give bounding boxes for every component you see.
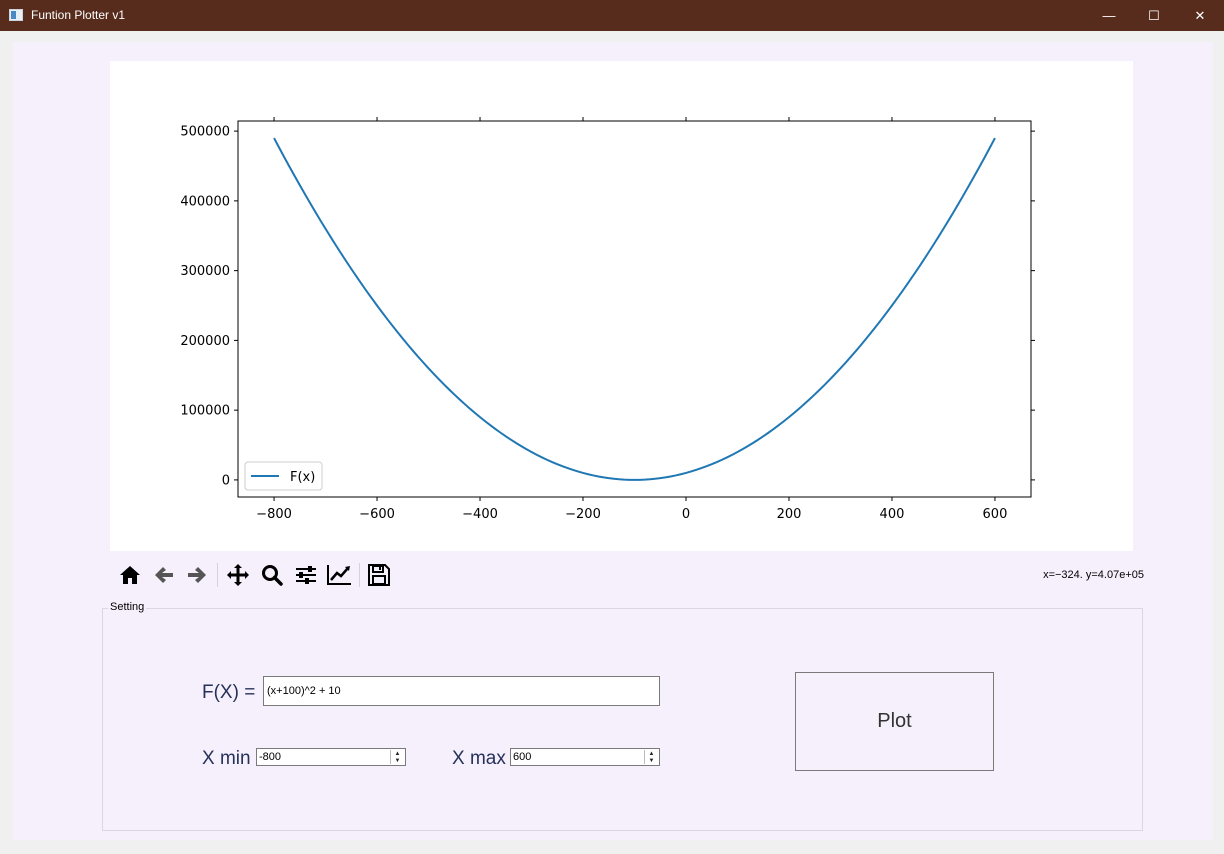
xmax-spinbox[interactable]: 600 ▲ ▼ xyxy=(510,748,660,766)
configure-subplots-icon[interactable] xyxy=(291,560,321,590)
chevron-up-icon[interactable]: ▲ xyxy=(648,750,655,757)
xmin-label: X min xyxy=(202,748,251,769)
pan-icon[interactable] xyxy=(223,560,253,590)
maximize-button[interactable]: ☐ xyxy=(1148,7,1160,23)
x-tick-label: −200 xyxy=(565,507,601,522)
x-tick-label: 400 xyxy=(880,507,905,522)
y-tick-label: 300000 xyxy=(180,264,230,279)
legend-label: F(x) xyxy=(290,470,315,485)
chevron-down-icon[interactable]: ▼ xyxy=(648,757,655,764)
series-line-fx xyxy=(273,137,996,481)
y-tick-label: 0 xyxy=(222,473,230,488)
xmin-stepper[interactable]: ▲ ▼ xyxy=(390,750,404,764)
xmin-value: -800 xyxy=(259,751,282,763)
chevron-down-icon[interactable]: ▼ xyxy=(394,757,401,764)
toolbar-separator xyxy=(217,563,218,587)
edit-axes-icon[interactable] xyxy=(324,560,354,590)
client-area: 0 100000 200000 300000 400000 500000 −800 −600… xyxy=(2,31,1222,852)
y-tick-label: 100000 xyxy=(180,404,230,419)
xmax-value: 600 xyxy=(513,751,532,763)
legend-box xyxy=(244,461,323,491)
xmin-spinbox[interactable]: -800 ▲ ▼ xyxy=(256,748,406,766)
forward-arrow-icon[interactable] xyxy=(182,560,212,590)
minimize-button[interactable]: — xyxy=(1102,8,1116,23)
close-button[interactable]: ✕ xyxy=(1194,7,1206,23)
save-icon[interactable] xyxy=(364,560,394,590)
fx-label: F(X) = xyxy=(202,682,256,703)
x-tick-label: −800 xyxy=(256,507,292,522)
window-title: Funtion Plotter v1 xyxy=(31,8,126,22)
xmax-label: X max xyxy=(452,748,506,769)
y-tick-label: 200000 xyxy=(180,334,230,349)
x-tick-label: 200 xyxy=(777,507,802,522)
x-tick-label: 600 xyxy=(983,507,1008,522)
xmax-stepper[interactable]: ▲ ▼ xyxy=(644,750,658,764)
cursor-coordinates: x=−324. y=4.07e+05 xyxy=(1043,569,1144,581)
zoom-icon[interactable] xyxy=(257,560,287,590)
fx-input[interactable]: (x+100)^2 + 10 xyxy=(263,676,660,706)
x-tick-label: −400 xyxy=(462,507,498,522)
y-tick-label: 500000 xyxy=(180,125,230,140)
x-tick-label: −600 xyxy=(359,507,395,522)
y-tick-label: 400000 xyxy=(180,194,230,209)
toolbar-separator xyxy=(359,563,360,587)
home-icon[interactable] xyxy=(115,560,145,590)
settings-group-title: Setting xyxy=(108,601,147,613)
plot-button[interactable]: Plot xyxy=(795,672,994,771)
back-arrow-icon[interactable] xyxy=(149,560,179,590)
settings-group xyxy=(102,608,1143,831)
title-bar[interactable]: Funtion Plotter v1 — ☐ ✕ xyxy=(0,0,1224,31)
chevron-up-icon[interactable]: ▲ xyxy=(394,750,401,757)
plot-figure[interactable]: 0 100000 200000 300000 400000 500000 −800 −600… xyxy=(110,61,1133,551)
x-tick-label: 0 xyxy=(682,507,690,522)
axes-frame xyxy=(237,120,1032,498)
legend: F(x) xyxy=(244,461,323,491)
chart-canvas[interactable]: 0 100000 200000 300000 400000 500000 −800 −600… xyxy=(110,61,1133,551)
navigation-toolbar: x=−324. y=4.07e+05 xyxy=(13,555,1213,595)
main-panel: 0 100000 200000 300000 400000 500000 −800 −600… xyxy=(13,42,1213,840)
app-icon xyxy=(9,9,23,21)
